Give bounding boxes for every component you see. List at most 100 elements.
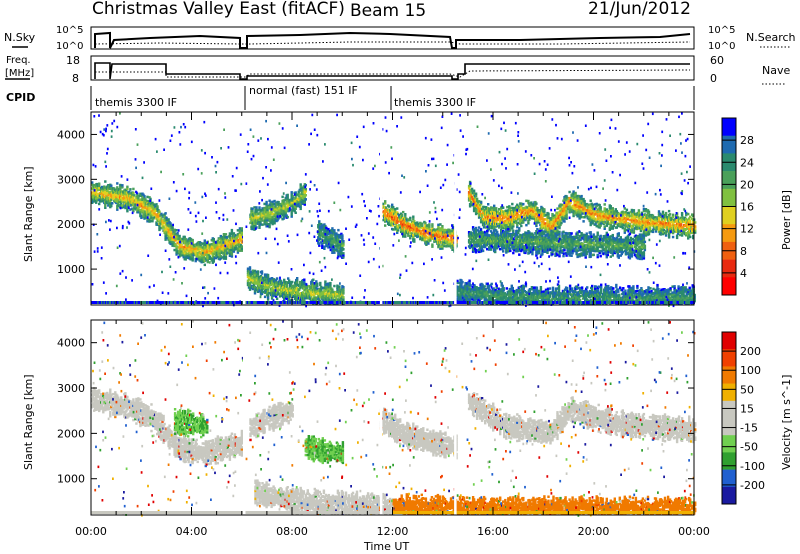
range-gate-cell (269, 221, 272, 224)
range-gate-cell (284, 210, 287, 214)
range-gate-cell (507, 227, 510, 231)
range-gate-cell (328, 240, 331, 244)
range-gate-cell (333, 229, 336, 232)
range-gate-cell (303, 286, 306, 290)
range-gate-cell (137, 196, 140, 200)
range-gate-cell (310, 290, 313, 294)
nsearch-label: N.Search (746, 31, 796, 44)
range-gate-cell (286, 193, 289, 197)
range-gate-cell (151, 219, 154, 223)
range-gate-cell (219, 255, 222, 258)
range-gate-cell (267, 285, 271, 289)
range-gate-cell (169, 222, 172, 225)
range-gate-cell (266, 294, 270, 297)
range-gate-cell (129, 194, 132, 197)
range-gate-cell (274, 205, 277, 209)
range-gate-cell (106, 189, 109, 192)
range-gate-cell (413, 238, 416, 241)
range-gate-cell (324, 292, 327, 295)
range-gate-cell (193, 246, 196, 249)
range-gate-cell (208, 257, 211, 260)
range-gate-cell (139, 210, 142, 214)
range-gate-cell (256, 270, 260, 273)
range-gate-cell (248, 268, 252, 271)
range-gate-cell (284, 212, 287, 216)
range-gate-cell (290, 191, 293, 194)
range-gate-cell (165, 236, 168, 240)
range-gate-cell (170, 230, 173, 234)
range-gate-cell (121, 186, 124, 189)
range-gate-cell (196, 252, 199, 255)
range-gate-cell (164, 224, 167, 227)
range-gate-cell (294, 207, 297, 210)
range-gate-cell (335, 295, 338, 299)
range-gate-cell (126, 209, 129, 213)
range-gate-cell (337, 228, 340, 232)
range-gate-cell (164, 212, 167, 215)
range-gate-cell (327, 282, 330, 285)
range-gate-cell (283, 298, 286, 302)
range-gate-cell (255, 206, 258, 209)
range-gate-cell (170, 224, 173, 227)
range-gate-cell (324, 224, 327, 228)
range-gate-cell (179, 245, 182, 249)
range-gate-cell (223, 235, 227, 239)
nave-tick-top: 60 (710, 54, 724, 67)
range-gate-cell (299, 280, 302, 284)
range-gate-cell (327, 230, 330, 233)
range-gate-cell (176, 233, 179, 237)
range-gate-cell (295, 289, 298, 292)
range-gate-cell (165, 218, 168, 222)
range-gate-cell (127, 201, 130, 204)
range-gate-cell (287, 207, 290, 211)
range-gate-cell (319, 295, 322, 299)
range-gate-cell (91, 181, 94, 184)
range-gate-cell (263, 273, 267, 276)
range-gate-cell (238, 231, 242, 234)
range-gate-cell (303, 298, 306, 302)
range-gate-cell (261, 284, 265, 288)
range-gate-cell (254, 225, 257, 228)
range-gate-cell (228, 252, 232, 255)
range-gate-cell (190, 252, 193, 256)
range-gate-cell (273, 222, 276, 225)
range-gate-cell (336, 284, 339, 287)
range-gate-cell (127, 205, 130, 208)
range-gate-cell (299, 203, 302, 206)
range-gate-cell (273, 220, 276, 223)
range-gate-cell (122, 193, 125, 196)
range-gate-cell (238, 249, 242, 252)
range-gate-cell (179, 249, 182, 253)
range-gate-cell (126, 185, 129, 189)
range-gate-cell (133, 194, 136, 197)
range-gate-cell (260, 286, 264, 289)
range-gate-cell (299, 207, 302, 211)
range-gate-cell (321, 246, 324, 249)
nsearch-trace (94, 41, 691, 45)
range-gate-cell (203, 243, 206, 246)
range-gate-cell (495, 207, 498, 210)
range-gate-cell (132, 207, 135, 211)
range-gate-cell (543, 208, 546, 211)
range-gate-cell (200, 256, 203, 260)
range-gate-cell (158, 224, 161, 228)
range-gate-cell (328, 298, 331, 301)
range-gate-cell (266, 208, 269, 212)
range-gate-cell (253, 206, 256, 209)
range-gate-cell (520, 224, 523, 228)
range-gate-cell (166, 222, 169, 225)
range-gate-cell (144, 200, 147, 203)
range-gate-cell (160, 216, 163, 220)
range-gate-cell (304, 296, 307, 300)
range-gate-cell (171, 244, 174, 247)
range-gate-cell (277, 217, 280, 220)
range-gate-cell (159, 214, 162, 217)
range-gate-cell (137, 194, 140, 198)
range-gate-cell (689, 219, 692, 223)
range-gate-cell (144, 216, 147, 219)
range-gate-cell (270, 277, 274, 280)
range-gate-cell (230, 255, 234, 258)
range-gate-cell (299, 205, 302, 209)
range-gate-cell (191, 257, 194, 260)
range-gate-cell (176, 246, 179, 249)
